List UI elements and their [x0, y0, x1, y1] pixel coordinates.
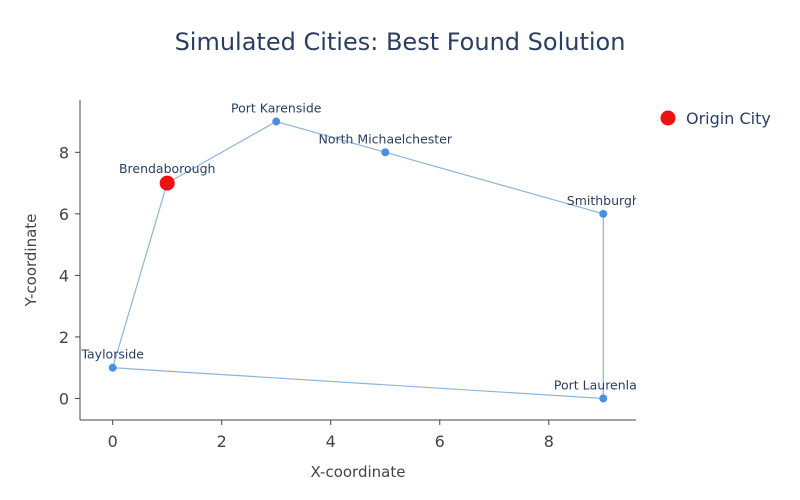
city-point-smithburgh — [599, 209, 608, 218]
city-point-taylorside — [108, 363, 117, 372]
x-tick-label-1: 2 — [217, 432, 227, 451]
city-point-port-laurenland — [599, 394, 608, 403]
city-labels: Brendaborough Port Karenside North Michael… — [80, 101, 653, 393]
city-label-port-laurenland: Port Laurenland — [554, 377, 653, 392]
city-label-smithburgh: Smithburgh — [567, 193, 640, 208]
x-tick-label-2: 4 — [326, 432, 336, 451]
city-label-brendaborough: Brendaborough — [119, 161, 216, 176]
origin-city-marker-brendaborough — [159, 175, 175, 191]
axis-ticks: 0 2 4 6 8 0 2 4 6 8 — [59, 143, 554, 451]
y-axis-title: Y-coordinate — [22, 214, 40, 308]
y-tick-label-4: 8 — [59, 143, 69, 162]
chart-title: Simulated Cities: Best Found Solution — [175, 28, 626, 56]
x-tick-label-4: 8 — [544, 432, 554, 451]
city-point-north-michaelchester — [381, 148, 390, 157]
x-tick-label-0: 0 — [108, 432, 118, 451]
x-tick-label-3: 6 — [435, 432, 445, 451]
x-axis-title: X-coordinate — [311, 463, 406, 481]
legend[interactable]: Origin City — [660, 109, 771, 128]
city-label-north-michaelchester: North Michaelchester — [318, 131, 452, 146]
city-points — [108, 117, 608, 403]
city-label-port-karenside: Port Karenside — [231, 101, 322, 116]
y-tick-label-2: 4 — [59, 266, 69, 285]
y-tick-label-1: 2 — [59, 328, 69, 347]
y-tick-label-0: 0 — [59, 389, 69, 408]
legend-origin-marker — [660, 110, 676, 126]
city-label-taylorside: Taylorside — [80, 347, 144, 362]
legend-origin-label: Origin City — [686, 109, 771, 128]
city-point-port-karenside — [272, 117, 281, 126]
y-tick-label-3: 6 — [59, 205, 69, 224]
